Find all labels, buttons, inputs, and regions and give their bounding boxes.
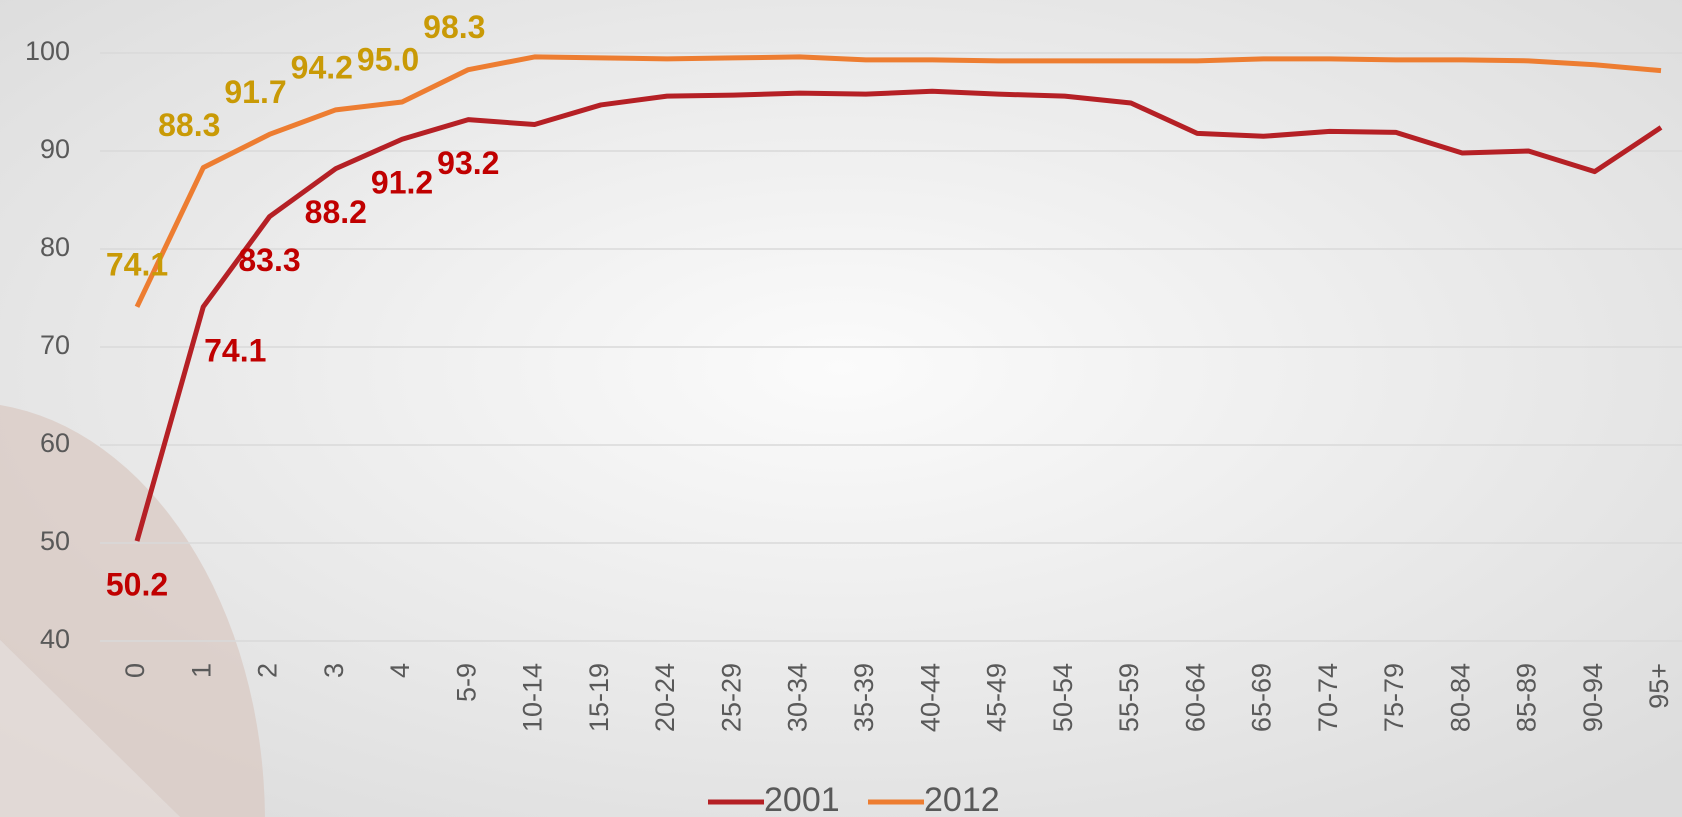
x-tick-label: 35-39 bbox=[849, 663, 879, 732]
y-tick-label: 70 bbox=[40, 330, 70, 360]
x-tick-label: 30-34 bbox=[783, 663, 813, 732]
data-label: 83.3 bbox=[238, 242, 300, 278]
x-tick-label: 1 bbox=[186, 663, 216, 678]
legend-label: 2001 bbox=[764, 781, 840, 817]
data-label: 74.1 bbox=[204, 332, 266, 368]
x-tick-label: 90-94 bbox=[1578, 663, 1608, 732]
y-tick-label: 50 bbox=[40, 526, 70, 556]
data-label: 98.3 bbox=[423, 9, 485, 45]
data-label: 94.2 bbox=[291, 49, 353, 85]
data-label: 91.7 bbox=[224, 74, 286, 110]
x-tick-label: 20-24 bbox=[650, 663, 680, 732]
data-label: 95.0 bbox=[357, 41, 419, 77]
legend-label: 2012 bbox=[924, 781, 1000, 817]
y-tick-label: 100 bbox=[25, 36, 70, 66]
background bbox=[0, 0, 1682, 817]
y-tick-label: 80 bbox=[40, 232, 70, 262]
x-tick-label: 50-54 bbox=[1048, 663, 1078, 732]
y-tick-label: 90 bbox=[40, 134, 70, 164]
x-tick-label: 60-64 bbox=[1180, 663, 1210, 732]
x-tick-label: 45-49 bbox=[982, 663, 1012, 732]
x-tick-label: 3 bbox=[319, 663, 349, 678]
data-label: 74.1 bbox=[106, 246, 168, 282]
data-label: 91.2 bbox=[371, 165, 433, 201]
x-tick-label: 75-79 bbox=[1379, 663, 1409, 732]
y-tick-label: 60 bbox=[40, 428, 70, 458]
x-tick-label: 95+ bbox=[1644, 663, 1674, 709]
x-tick-label: 0 bbox=[120, 663, 150, 678]
x-tick-label: 55-59 bbox=[1114, 663, 1144, 732]
data-label: 93.2 bbox=[437, 145, 499, 181]
data-label: 88.2 bbox=[305, 194, 367, 230]
chart: 40 50 60 70 80 90 100 0 1 2 3 4 5-9 10-14 15-19 20-24 25… bbox=[0, 0, 1682, 817]
y-tick-label: 40 bbox=[40, 624, 70, 654]
data-label: 88.3 bbox=[158, 107, 220, 143]
x-tick-label: 80-84 bbox=[1445, 663, 1475, 732]
x-tick-label: 5-9 bbox=[451, 663, 481, 702]
x-tick-label: 2 bbox=[253, 663, 283, 678]
x-tick-label: 15-19 bbox=[584, 663, 614, 732]
x-tick-label: 4 bbox=[385, 663, 415, 678]
x-tick-label: 40-44 bbox=[915, 663, 945, 732]
x-tick-label: 85-89 bbox=[1512, 663, 1542, 732]
x-tick-label: 25-29 bbox=[716, 663, 746, 732]
x-tick-label: 65-69 bbox=[1247, 663, 1277, 732]
x-tick-label: 70-74 bbox=[1313, 663, 1343, 732]
x-tick-label: 10-14 bbox=[518, 663, 548, 732]
data-label: 50.2 bbox=[106, 566, 168, 602]
